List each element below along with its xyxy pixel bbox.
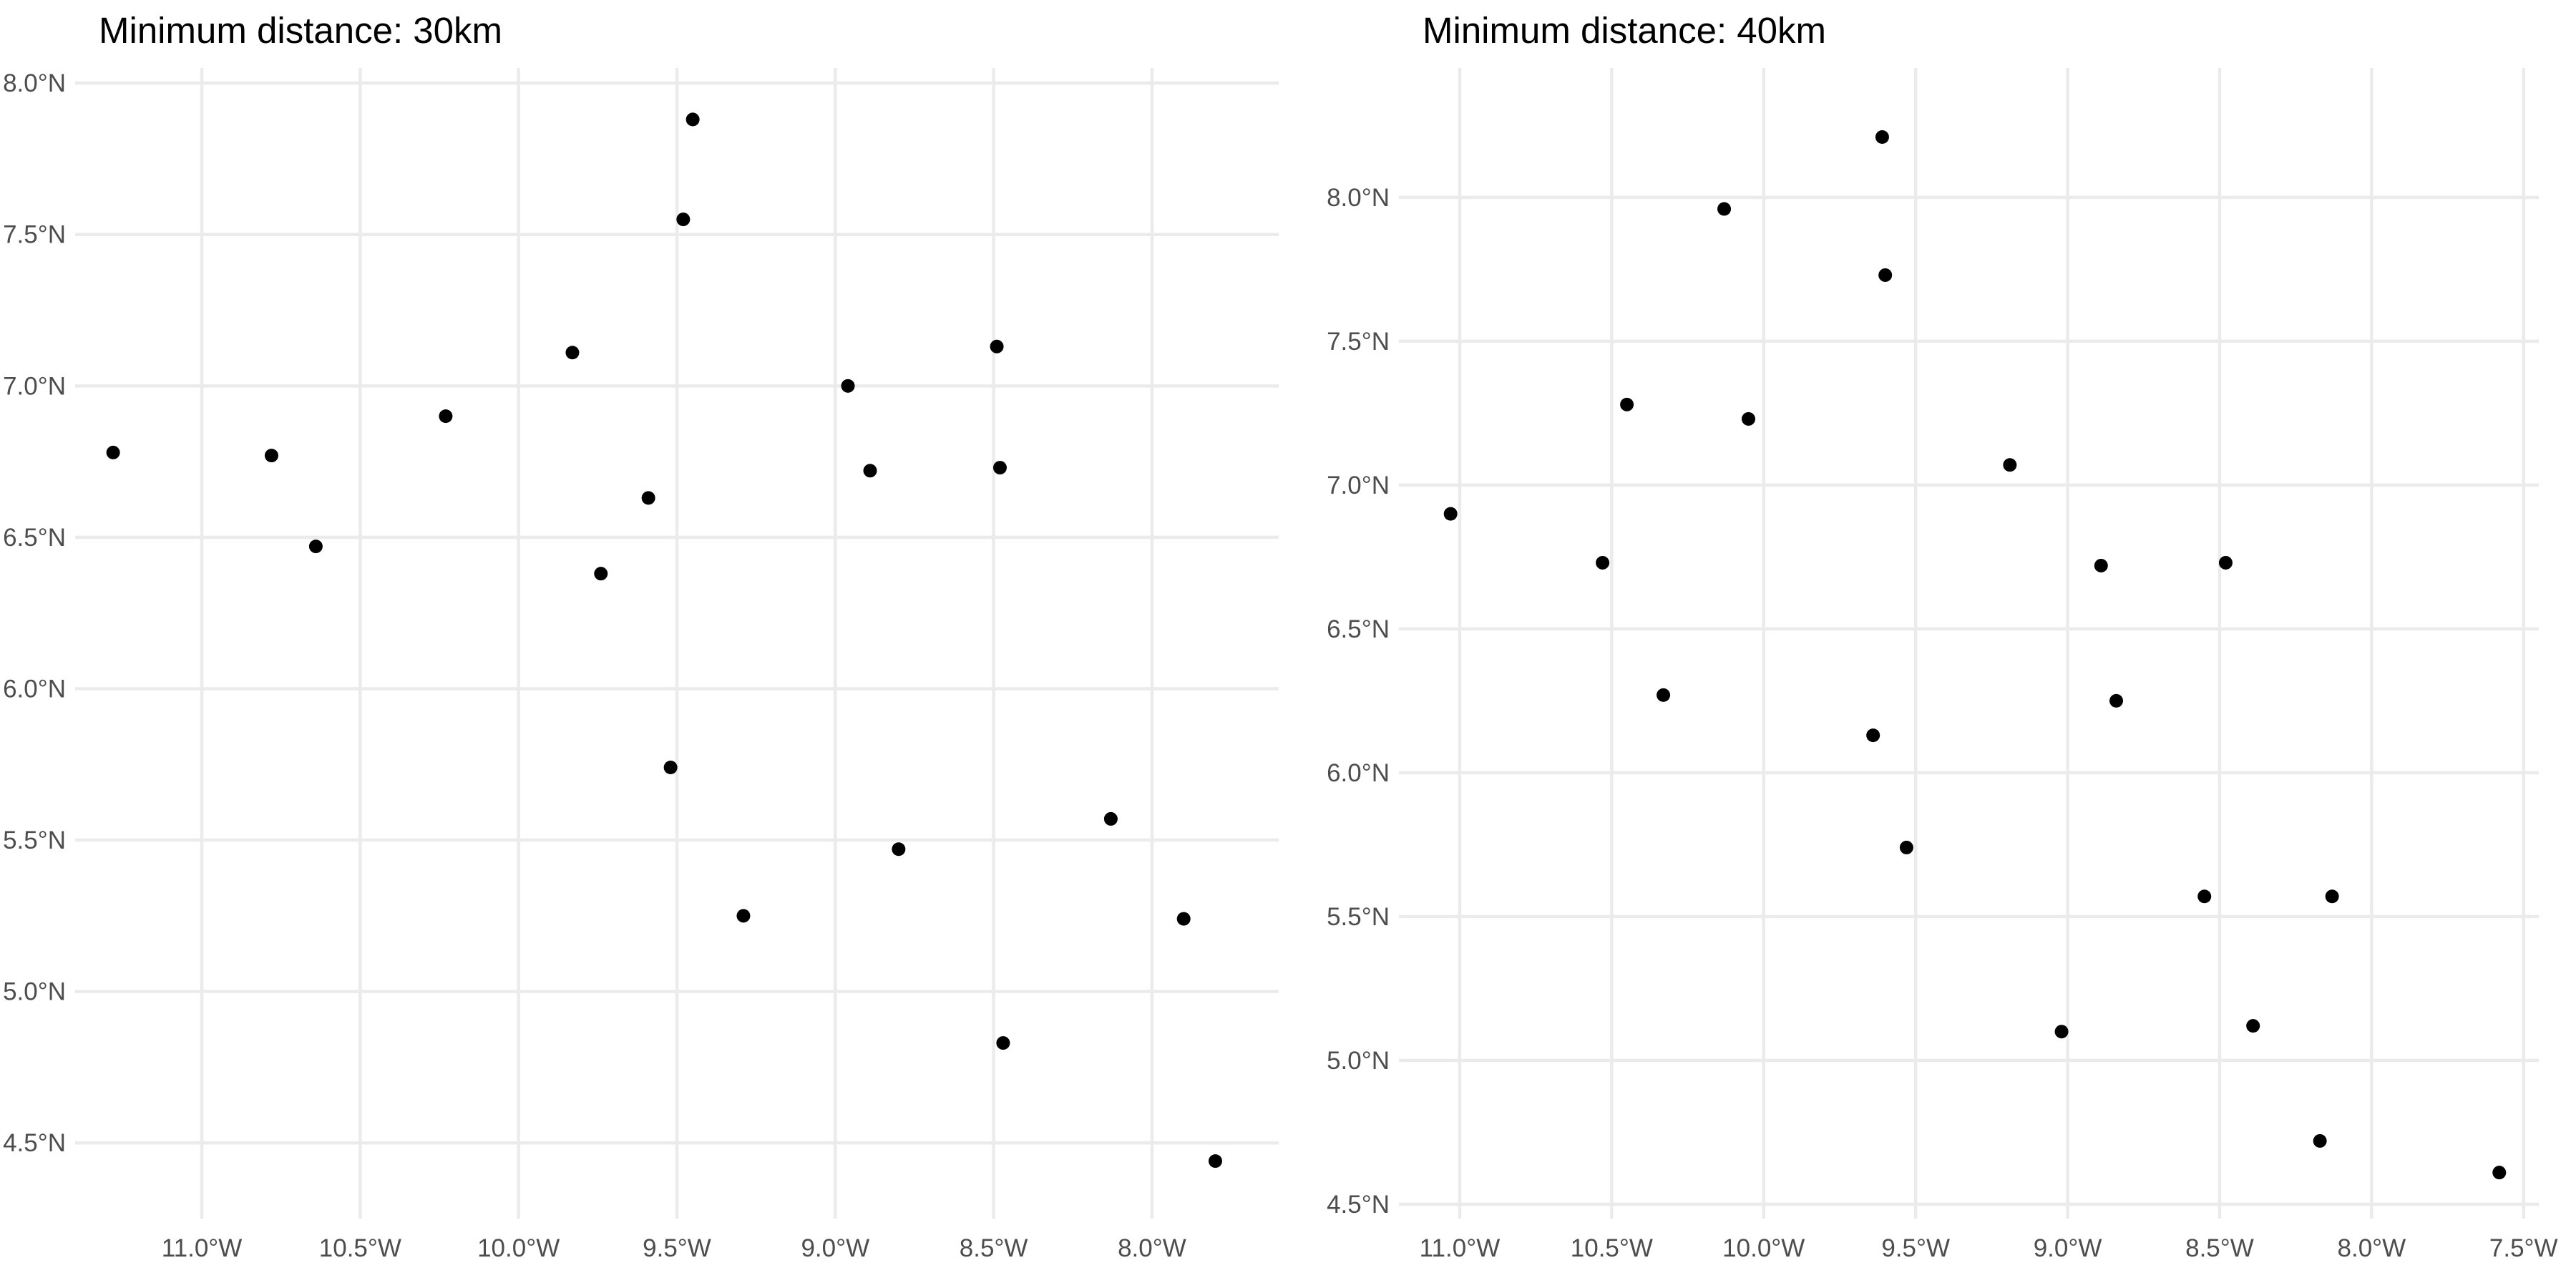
data-point [686,112,700,127]
y-tick-label: 4.5°N [3,1129,66,1157]
data-point [990,339,1004,353]
data-point [863,464,877,478]
data-point [1103,811,1118,826]
data-point [892,842,906,857]
y-tick-label: 6.0°N [1327,759,1390,787]
data-point [1878,268,1893,282]
y-tick-label: 5.0°N [3,978,66,1006]
x-tick-label: 9.0°W [2034,1234,2102,1262]
data-point [663,760,678,774]
data-point [676,213,691,227]
data-point [736,909,751,923]
y-tick-label: 8.0°N [1327,184,1390,212]
data-point [594,567,608,581]
data-point [992,461,1007,475]
x-tick-label: 8.0°W [2338,1234,2406,1262]
y-tick-label: 7.5°N [1327,328,1390,356]
data-point [2313,1133,2327,1148]
data-point [565,346,580,360]
y-tick-label: 6.0°N [3,675,66,703]
y-tick-label: 7.0°N [3,372,66,400]
data-point [1899,840,1913,854]
data-point [1657,688,1671,702]
data-point [841,379,855,393]
chart-panel-2: 11.0°W 10.5°W 10.0°W 9.5°W 9.0°W 8.5°W 8.0°W 7.… [1327,10,2558,1262]
x-tick-label: 8.5°W [2185,1234,2254,1262]
x-tick-label: 10.5°W [1571,1234,1653,1262]
data-point [1176,912,1191,926]
x-tick-label: 8.5°W [960,1234,1028,1262]
x-tick-label: 10.0°W [1722,1234,1805,1262]
x-tick-label: 9.5°W [643,1234,711,1262]
data-point [106,445,120,459]
x-tick-label: 9.5°W [1881,1234,1950,1262]
chart-panel-1: 11.0°W 10.5°W 10.0°W 9.5°W 9.0°W 8.5°W 8.0°W 4.… [3,10,1279,1262]
x-tick-label: 11.0°W [162,1234,243,1262]
y-tick-label: 7.5°N [3,221,66,249]
data-point [641,491,655,505]
y-tick-label: 4.5°N [1327,1191,1390,1219]
y-tick-label: 5.0°N [1327,1047,1390,1075]
chart-title: Minimum distance: 30km [99,10,502,51]
data-point [1866,728,1880,743]
data-point [1717,202,1732,216]
data-point [1742,411,1756,426]
data-point [996,1036,1010,1050]
x-tick-label: 10.0°W [477,1234,560,1262]
data-point [2246,1019,2260,1033]
x-tick-label: 10.5°W [319,1234,401,1262]
data-point [264,449,278,463]
data-point [2003,458,2017,472]
data-point [2218,555,2233,570]
data-point [2054,1025,2069,1039]
data-point [1443,507,1458,521]
y-tick-label: 5.5°N [3,826,66,854]
chart-title: Minimum distance: 40km [1423,10,1826,51]
x-tick-label: 11.0°W [1420,1234,1501,1262]
data-point [2197,889,2212,904]
data-point [2492,1166,2507,1180]
data-point [2094,558,2108,572]
data-point [1875,130,1889,144]
x-tick-label: 9.0°W [801,1234,869,1262]
x-tick-label: 7.5°W [2489,1234,2558,1262]
data-point [2109,693,2124,708]
data-point [439,409,453,424]
y-tick-label: 5.5°N [1327,903,1390,931]
x-tick-label: 8.0°W [1118,1234,1186,1262]
data-point [1208,1154,1222,1169]
y-tick-label: 8.0°N [3,69,66,97]
y-tick-label: 6.5°N [3,524,66,552]
data-point [308,540,323,554]
data-point [1620,397,1634,411]
y-tick-label: 6.5°N [1327,615,1390,643]
data-point [2325,889,2339,904]
data-point [1596,555,1610,570]
y-tick-label: 7.0°N [1327,472,1390,499]
